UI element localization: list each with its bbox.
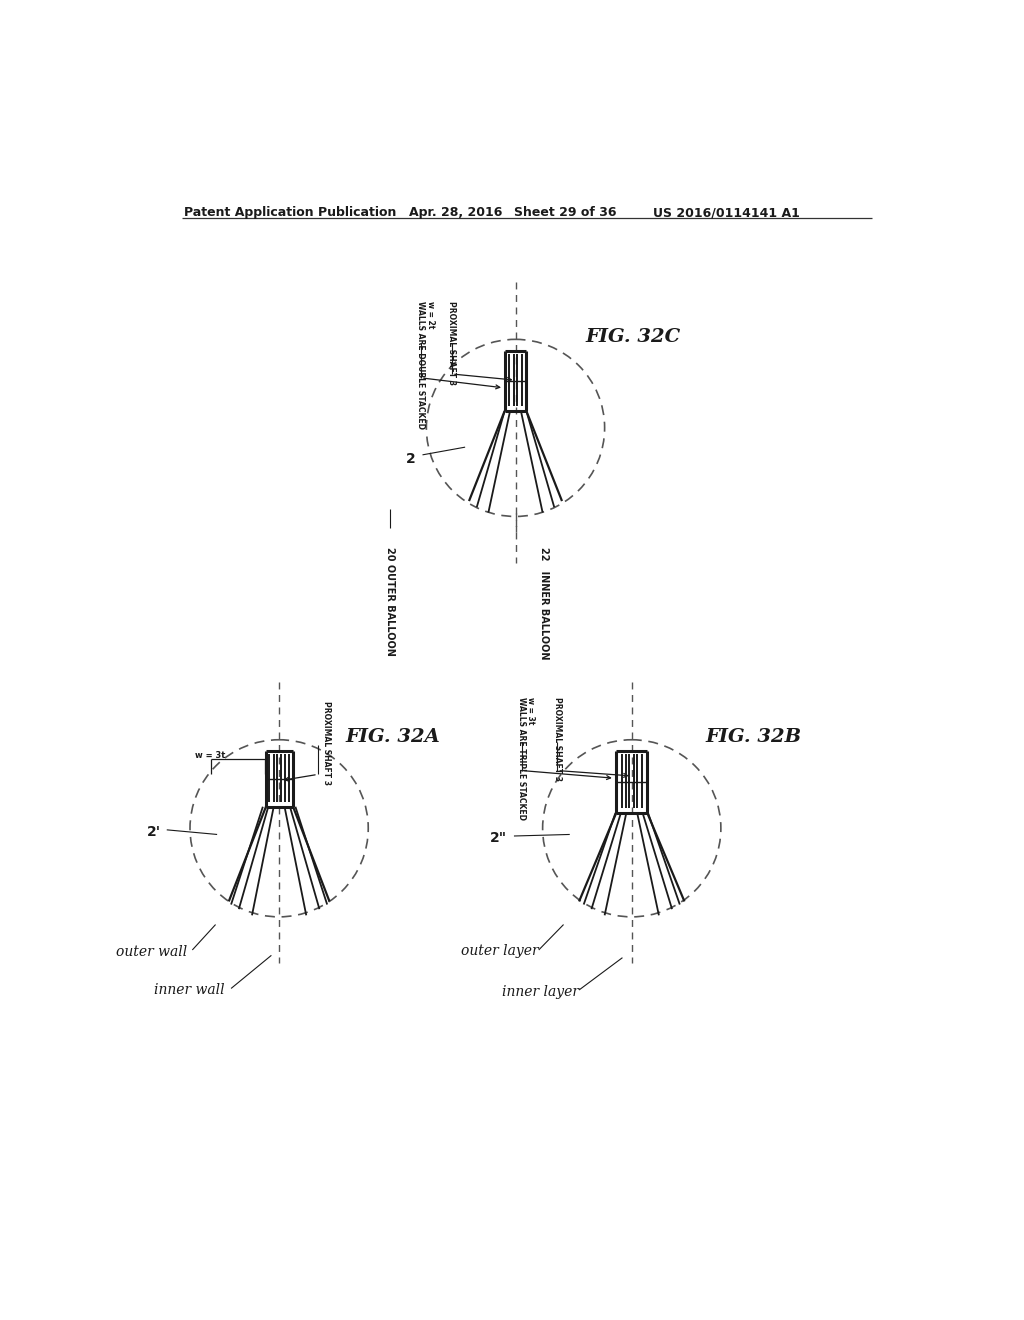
Text: FIG. 32B: FIG. 32B [706, 729, 802, 746]
Text: PROXIMAL SHAFT 3: PROXIMAL SHAFT 3 [322, 701, 331, 785]
Text: 22   INNER BALLOON: 22 INNER BALLOON [539, 548, 549, 660]
Text: PROXIMAL SHAFT 3: PROXIMAL SHAFT 3 [447, 301, 457, 385]
Text: Patent Application Publication: Patent Application Publication [183, 206, 396, 219]
Text: WALLS ARE DOUBLE STACKED: WALLS ARE DOUBLE STACKED [417, 301, 425, 429]
Text: Sheet 29 of 36: Sheet 29 of 36 [514, 206, 616, 219]
Text: Apr. 28, 2016: Apr. 28, 2016 [409, 206, 502, 219]
Text: 2": 2" [489, 830, 507, 845]
Text: PROXIMAL SHAFT 3: PROXIMAL SHAFT 3 [553, 697, 562, 781]
Text: FIG. 32A: FIG. 32A [345, 729, 439, 746]
Text: outer layer: outer layer [461, 945, 539, 958]
Text: w = 2t: w = 2t [426, 301, 434, 329]
Text: w = 3t: w = 3t [196, 751, 226, 759]
Text: 2: 2 [406, 451, 416, 466]
Text: inner layer: inner layer [502, 985, 579, 998]
Text: FIG. 32C: FIG. 32C [586, 327, 680, 346]
Text: 20 OUTER BALLOON: 20 OUTER BALLOON [385, 548, 395, 656]
Text: inner wall: inner wall [154, 983, 224, 997]
Text: 2': 2' [146, 825, 161, 840]
Text: US 2016/0114141 A1: US 2016/0114141 A1 [653, 206, 801, 219]
Text: w = 3t: w = 3t [526, 697, 536, 725]
Text: outer wall: outer wall [117, 945, 187, 958]
Text: WALLS ARE TRIPLE STACKED: WALLS ARE TRIPLE STACKED [517, 697, 526, 821]
